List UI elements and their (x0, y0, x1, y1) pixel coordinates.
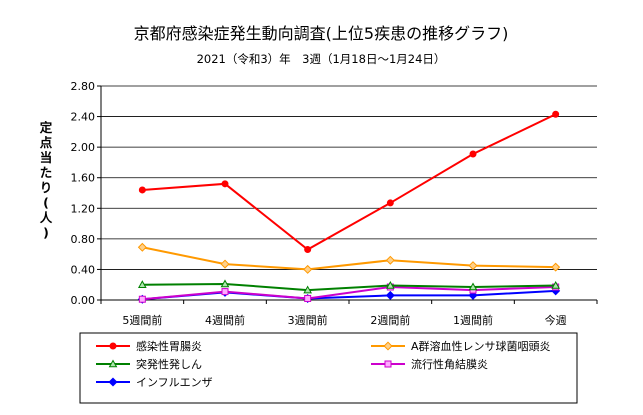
series-line (142, 286, 556, 301)
series-group (137, 110, 561, 304)
y-tick-label: 0.00 (71, 294, 96, 307)
x-tick-label: 1週間前 (453, 313, 493, 327)
legend-item: インフルエンザ (96, 376, 213, 389)
data-point (383, 341, 393, 351)
legend-item: 感染性胃腸炎 (96, 339, 202, 353)
data-point (220, 279, 230, 288)
legend-label: 突発性発しん (136, 357, 202, 371)
series-line (142, 246, 556, 271)
data-point (220, 259, 230, 269)
y-tick-label: 0.40 (71, 263, 96, 276)
data-point (468, 261, 478, 271)
y-axis-label-text: 定点当たり(人) (39, 120, 53, 240)
data-point (303, 285, 313, 294)
series-3 (137, 279, 561, 294)
data-point (137, 242, 147, 252)
data-point (552, 110, 560, 118)
data-point (137, 280, 147, 289)
axes (97, 85, 598, 304)
legend-item: A群溶血性レンサ球菌咽頭炎 (371, 339, 551, 353)
x-tick-label: 3週間前 (288, 313, 328, 327)
data-point (551, 262, 561, 272)
data-point (303, 264, 313, 274)
data-point (108, 377, 118, 387)
data-point (469, 150, 477, 158)
chart-subtitle: 2021（令和3）年 3週（1月18日〜1月24日） (197, 52, 446, 66)
y-tick-label: 1.20 (71, 202, 96, 215)
data-point (468, 282, 478, 291)
y-tick-label: 1.60 (71, 172, 96, 185)
y-axis-label: 定点当たり(人) (39, 120, 53, 240)
x-tick-label: 今週 (545, 313, 567, 327)
series-line (142, 282, 556, 292)
y-tick-label: 0.80 (71, 233, 96, 246)
legend-label: 感染性胃腸炎 (136, 339, 202, 353)
series-1 (138, 110, 560, 254)
data-point (385, 280, 395, 289)
data-point (221, 288, 229, 296)
legend-item: 流行性角結膜炎 (371, 357, 488, 371)
series-2 (137, 242, 561, 274)
legend-box (79, 332, 578, 404)
x-tick-label: 5週間前 (122, 313, 162, 327)
data-point (304, 294, 312, 302)
y-tick-label: 2.00 (71, 141, 96, 154)
data-point (109, 342, 117, 350)
x-tick-label: 2週間前 (370, 313, 410, 327)
x-tick-label: 4週間前 (205, 313, 245, 327)
y-tick-label: 2.40 (71, 111, 96, 124)
y-tick-labels: 0.00 0.40 0.80 1.20 1.60 2.00 2.40 2.80 (71, 80, 96, 307)
legend-label: 流行性角結膜炎 (411, 357, 488, 371)
series-line (142, 113, 557, 251)
data-point (108, 359, 118, 368)
legend-label: インフルエンザ (136, 376, 213, 389)
x-tick-labels: 5週間前 4週間前 3週間前 2週間前 1週間前 今週 (122, 313, 566, 327)
data-point (384, 360, 392, 368)
gridlines (101, 85, 597, 270)
data-point (138, 295, 146, 303)
legend-item: 突発性発しん (96, 357, 202, 371)
data-point (386, 199, 394, 207)
data-point (385, 290, 395, 300)
y-tick-label: 2.80 (71, 80, 96, 93)
data-point (304, 246, 312, 254)
data-point (138, 186, 146, 194)
data-point (551, 280, 561, 289)
legend-label: A群溶血性レンサ球菌咽頭炎 (411, 339, 551, 353)
chart-title: 京都府感染症発生動向調査(上位5疾患の推移グラフ) (134, 24, 509, 43)
data-point (385, 255, 395, 265)
data-point (221, 180, 229, 188)
